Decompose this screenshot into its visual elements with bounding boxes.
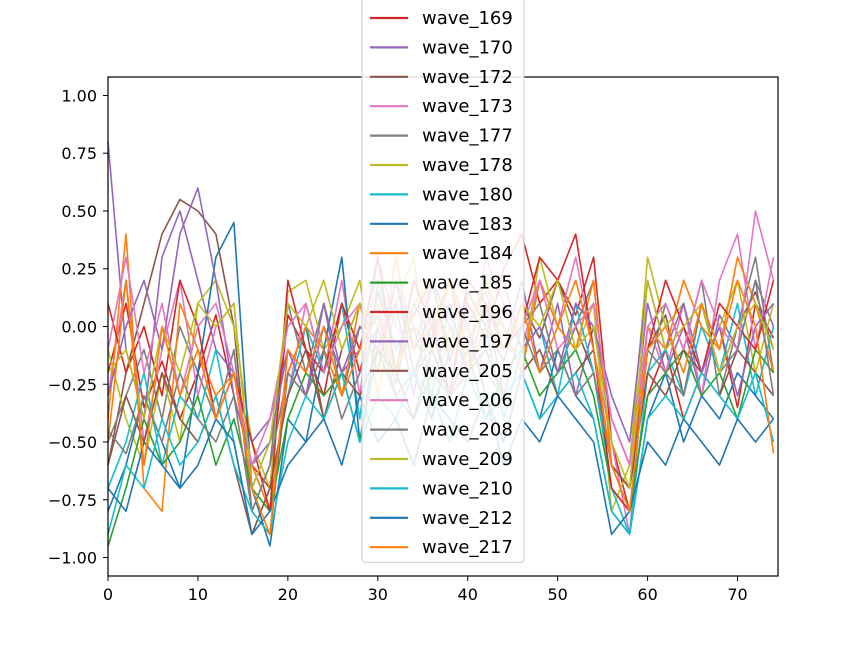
- x-tick-label: 30: [368, 585, 388, 604]
- x-tick-label: 40: [458, 585, 478, 604]
- x-axis: 0 10 20 30 40 50 60 70: [103, 576, 748, 604]
- legend-entry: wave_212: [422, 508, 513, 529]
- x-tick-label: 10: [188, 585, 208, 604]
- legend-entry: wave_217: [422, 537, 513, 558]
- y-tick-label: 0.25: [61, 260, 97, 279]
- legend-entry: wave_206: [422, 390, 513, 411]
- y-tick-label: −0.75: [48, 491, 97, 510]
- x-tick-label: 50: [547, 585, 567, 604]
- legend-entry: wave_197: [422, 331, 513, 352]
- y-tick-label: 0.50: [61, 202, 97, 221]
- legend-entry: wave_173: [422, 96, 513, 117]
- legend-entry: wave_183: [422, 214, 513, 235]
- legend-entry: wave_208: [422, 420, 513, 441]
- x-tick-label: 20: [278, 585, 298, 604]
- legend-box: [361, 0, 525, 563]
- legend-entry: wave_209: [422, 449, 513, 470]
- legend-entry: wave_210: [422, 478, 513, 499]
- legend-entry: wave_170: [422, 37, 513, 58]
- legend: wave_169 wave_170 wave_172 wave_173 wave_177…: [361, 0, 525, 563]
- y-tick-label: 1.00: [61, 86, 97, 105]
- legend-entry: wave_177: [422, 126, 513, 147]
- x-tick-label: 60: [637, 585, 657, 604]
- legend-entry: wave_178: [422, 155, 513, 176]
- legend-entry: wave_185: [422, 273, 513, 294]
- legend-entry: wave_172: [422, 67, 513, 88]
- legend-entry: wave_205: [422, 361, 513, 382]
- y-tick-label: 0.00: [61, 318, 97, 337]
- legend-entry: wave_169: [422, 8, 513, 29]
- y-tick-label: −0.50: [48, 433, 97, 452]
- x-tick-label: 0: [103, 585, 113, 604]
- y-tick-label: −1.00: [48, 549, 97, 568]
- legend-entry: wave_196: [422, 302, 513, 323]
- legend-entry: wave_184: [422, 243, 513, 264]
- y-tick-label: 0.75: [61, 144, 97, 163]
- y-tick-label: −0.25: [48, 375, 97, 394]
- x-tick-label: 70: [727, 585, 747, 604]
- y-axis: −1.00 −0.75 −0.50 −0.25 0.00 0.25 0.50 0.75 1.00: [48, 86, 108, 568]
- legend-entry: wave_180: [422, 184, 513, 205]
